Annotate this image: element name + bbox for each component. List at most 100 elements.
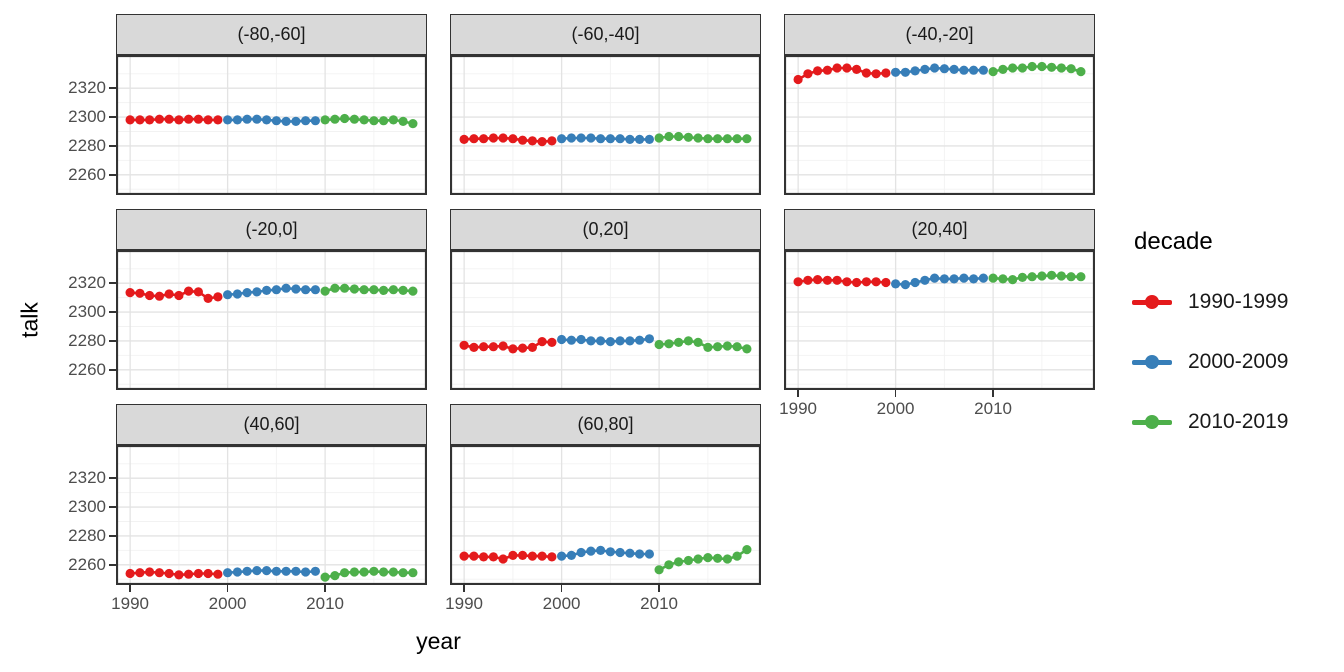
data-point [635,335,645,345]
data-point [674,131,684,142]
data-point [842,277,852,287]
data-point [722,134,732,144]
data-point [557,334,567,345]
data-point [527,342,537,352]
y-tick-label: 2260 [68,359,106,379]
data-point [664,339,674,349]
data-point [469,551,479,561]
data-point [1017,272,1027,282]
data-point [340,568,350,578]
data-point [174,115,184,125]
data-point [232,289,242,299]
data-point [900,67,910,77]
data-point [310,116,320,126]
legend-key-icon [1132,349,1172,375]
x-tick-label: 1990 [111,594,149,613]
data-point [349,284,359,294]
data-point [232,567,242,577]
y-tick-label: 2300 [68,302,106,322]
data-point [654,565,664,575]
facet-strip: (60,80] [450,404,761,445]
legend-key-icon [1132,289,1172,315]
y-tick-label: 2300 [68,497,106,517]
data-point [184,569,194,579]
data-point [262,566,272,576]
data-point [537,137,547,147]
data-point [262,285,272,295]
data-point [340,283,350,293]
data-point [135,288,145,298]
data-point [693,133,703,143]
y-tick-label: 2300 [68,107,106,127]
data-point [1056,63,1066,73]
decade-series-2000-2009 [223,283,320,300]
data-point [713,553,723,563]
decade-series-2010-2019 [654,545,752,575]
data-point [408,119,418,129]
data-point [625,548,635,558]
data-point [498,554,508,564]
data-point [281,566,291,576]
data-point [291,566,301,576]
x-tick-label: 1990 [779,399,817,418]
y-tick-mark [109,282,116,285]
data-point [145,115,155,125]
data-point [291,284,301,294]
y-tick-label: 2280 [68,525,106,545]
data-point [988,273,998,283]
data-point [242,114,252,124]
decade-series-1990-1999 [125,286,223,303]
facet-strip: (-20,0] [116,209,427,250]
data-point [988,67,998,77]
y-tick-mark [109,477,116,480]
data-point [145,567,155,577]
data-point [154,114,164,124]
y-tick-label: 2260 [68,554,106,574]
data-point [527,136,537,146]
y-tick-mark [109,145,116,147]
data-point [596,134,606,144]
data-point [576,547,586,558]
facet-strip: (20,40] [784,209,1095,250]
data-point [654,339,664,350]
x-tick-label: 1990 [445,594,483,613]
data-point [498,133,508,143]
data-point [213,569,223,579]
data-point [813,66,823,76]
data-point [252,114,262,124]
data-point [732,551,742,561]
data-point [605,547,615,557]
y-tick-mark [109,564,116,566]
data-point [379,116,389,126]
data-point [635,134,645,144]
data-point [703,342,713,352]
data-point [379,285,389,295]
facet-label: (40,60] [243,414,300,434]
data-point [644,549,654,559]
data-point [398,285,408,295]
data-point [1056,271,1066,281]
data-point [1047,62,1057,72]
data-point [683,336,693,346]
data-point [742,344,752,354]
data-point [852,277,862,288]
y-tick-label: 2280 [68,135,106,155]
data-point [174,570,184,580]
data-point [813,275,823,285]
decade-series-2000-2009 [223,114,320,126]
data-point [164,568,174,579]
legend-entry: 2010-2019 [1132,392,1342,452]
data-point [891,67,901,77]
data-point [596,336,606,346]
data-point [1066,64,1076,74]
facet-plot [116,55,427,195]
data-point [871,277,881,287]
data-point [498,341,508,351]
data-point [1066,272,1076,282]
data-point [271,116,281,126]
data-point [125,288,135,298]
data-point [1037,61,1047,72]
y-tick-label: 2320 [68,273,106,293]
data-point [664,560,674,570]
